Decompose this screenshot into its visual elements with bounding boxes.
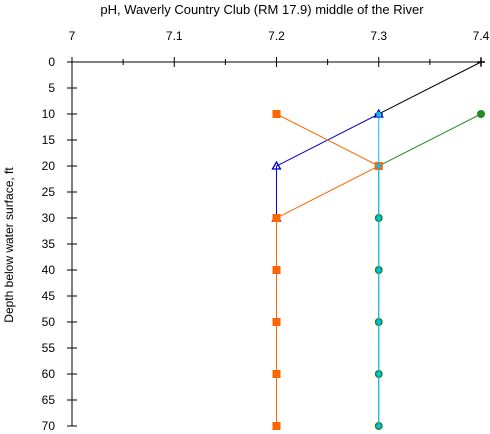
data-point — [477, 110, 485, 118]
series-line — [276, 113, 379, 218]
x-tick-label: 7.4 — [473, 29, 490, 43]
data-point — [375, 423, 382, 429]
data-point — [375, 371, 382, 377]
data-point — [375, 163, 382, 169]
data-point — [477, 58, 485, 66]
data-point — [272, 110, 281, 118]
chart-title: pH, Waverly Country Club (RM 17.9) middl… — [100, 2, 424, 17]
x-tick-label: 7.1 — [166, 29, 183, 43]
data-point — [375, 111, 382, 117]
data-point — [272, 266, 281, 274]
series-3 — [272, 110, 383, 430]
y-tick-label: 40 — [42, 263, 56, 277]
y-tick-label: 20 — [42, 159, 56, 173]
y-tick-label: 0 — [48, 55, 55, 69]
y-tick-label: 55 — [42, 341, 56, 355]
x-tick-label: 7.3 — [370, 29, 387, 43]
data-point — [272, 370, 281, 378]
y-tick-label: 45 — [42, 289, 56, 303]
x-tick-label: 7.2 — [268, 29, 285, 43]
data-point — [272, 214, 281, 222]
series-line — [378, 113, 482, 426]
y-tick-label: 60 — [42, 367, 56, 381]
y-tick-label: 25 — [42, 185, 56, 199]
data-point — [375, 319, 382, 325]
series-1 — [271, 108, 384, 222]
y-tick-label: 50 — [42, 315, 56, 329]
y-tick-label: 70 — [42, 419, 56, 433]
y-tick-label: 15 — [42, 133, 56, 147]
y-tick-label: 35 — [42, 237, 56, 251]
y-tick-label: 65 — [42, 393, 56, 407]
y-tick-label: 30 — [42, 211, 56, 225]
series-2 — [374, 110, 485, 430]
axes: 7 7.1 7.2 7.3 7.4 0 5 10 15 20 25 30 35 40 45 50 55 60 65 7… — [42, 29, 490, 433]
x-tick-label: 7 — [69, 29, 76, 43]
series-layer — [271, 58, 485, 430]
y-tick-label: 10 — [42, 107, 56, 121]
data-point — [272, 318, 281, 326]
y-tick-label: 5 — [48, 81, 55, 95]
data-point — [271, 160, 282, 170]
series-4 — [375, 111, 382, 429]
data-point — [375, 215, 382, 221]
y-axis-label: Depth below water surface, ft — [2, 167, 16, 323]
data-point — [272, 422, 281, 430]
data-point — [375, 267, 382, 273]
series-line — [276, 113, 380, 426]
series-0 — [374, 58, 485, 118]
series-line — [378, 61, 482, 115]
